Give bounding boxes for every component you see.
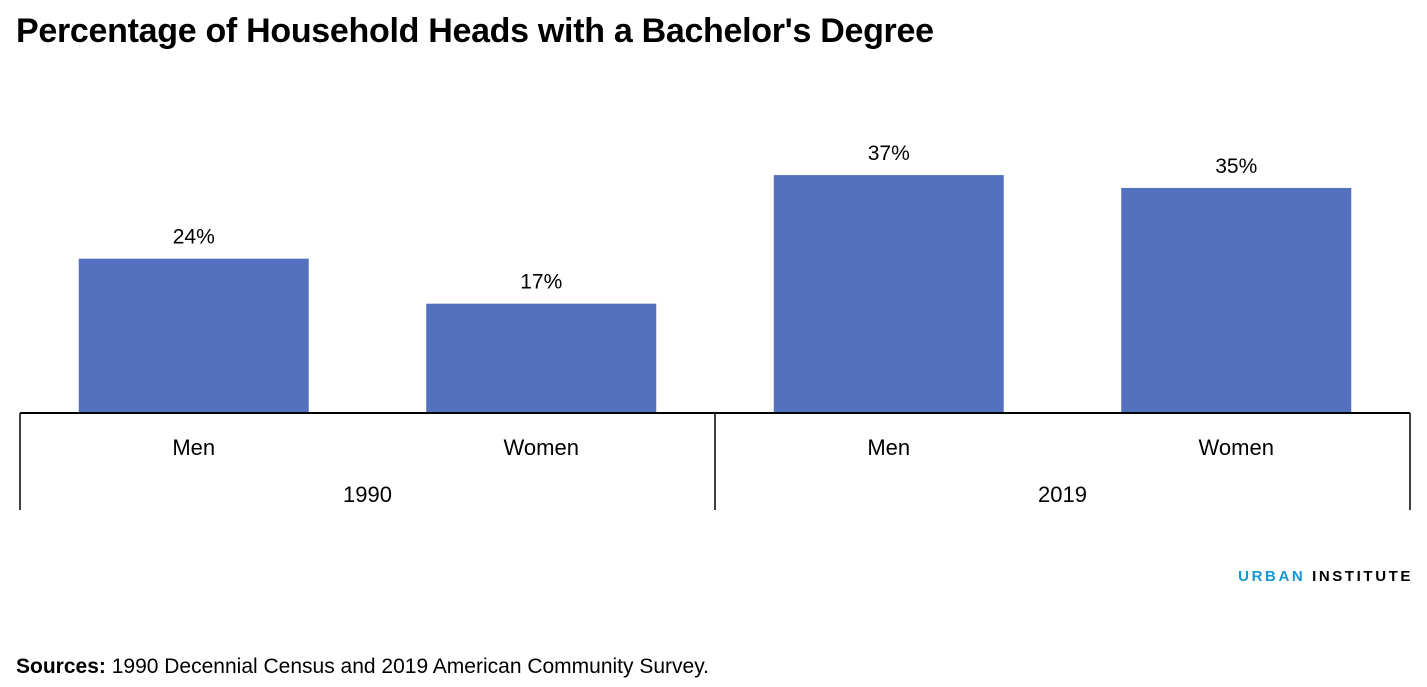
data-label: 35% <box>1215 155 1257 178</box>
bar <box>426 303 657 413</box>
logo-word-urban: URBAN <box>1238 568 1306 585</box>
x-tick-label: Women <box>504 435 579 460</box>
data-label: 37% <box>868 142 910 165</box>
sources-label: Sources: <box>16 655 106 678</box>
chart-title: Percentage of Household Heads with a Bac… <box>16 12 934 50</box>
x-tick-label: Men <box>867 435 910 460</box>
urban-institute-logo: URBAN INSTITUTE <box>1238 568 1413 585</box>
group-label: 2019 <box>1038 482 1087 507</box>
logo-word-institute: INSTITUTE <box>1312 568 1413 585</box>
group-label: 1990 <box>343 482 392 507</box>
data-label: 17% <box>520 271 562 294</box>
bar <box>78 258 309 413</box>
x-tick-label: Men <box>172 435 215 460</box>
bar-chart: 24% Men 17% Women 37% Men 35% Women 1990 2019 <box>19 142 1411 510</box>
bar <box>1121 187 1352 413</box>
bar <box>773 175 1004 413</box>
sources-text: 1990 Decennial Census and 2019 American … <box>111 655 709 678</box>
sources-note: Sources: 1990 Decennial Census and 2019 … <box>16 655 709 679</box>
x-tick-label: Women <box>1199 435 1274 460</box>
data-label: 24% <box>173 226 215 249</box>
